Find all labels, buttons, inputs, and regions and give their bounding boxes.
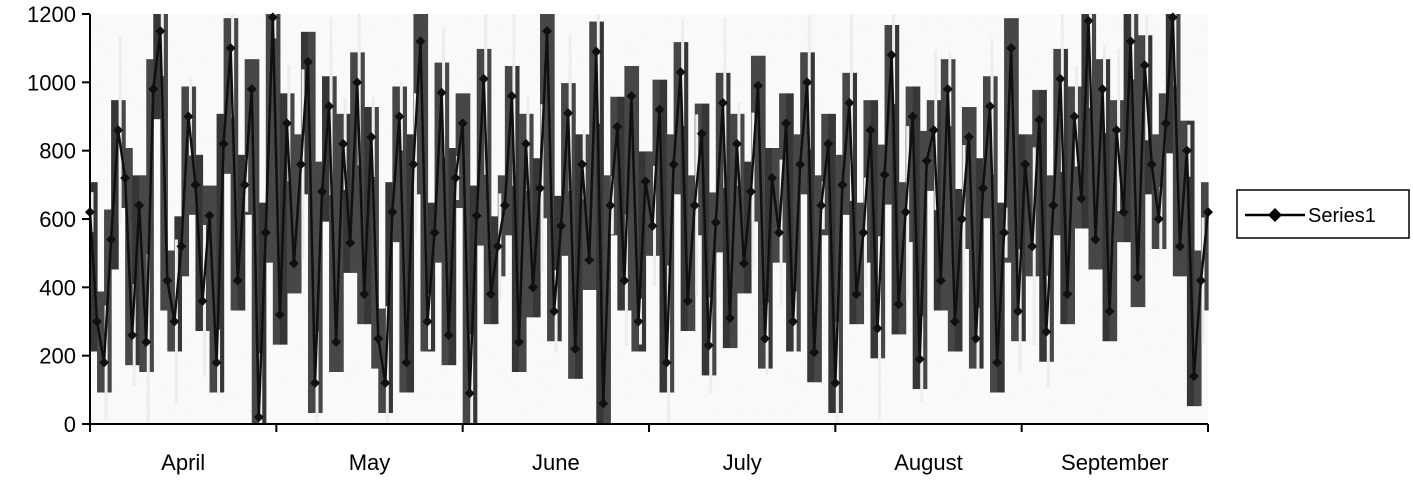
y-tick-label: 600 [39,207,76,232]
y-tick-label: 200 [39,344,76,369]
y-axis-ticks: 0 200 400 600 800 1000 1200 [27,2,90,437]
x-axis-ticks: April May June July August September [89,424,1209,475]
x-tick-label-may: May [349,450,391,475]
x-tick-label-july: July [723,450,762,475]
y-tick-label: 1200 [27,2,76,27]
plot-noise-overlay [90,14,1208,424]
x-tick-label-april: April [161,450,205,475]
legend-diamond-marker [1268,208,1282,222]
y-tick-label: 400 [39,275,76,300]
y-tick-label: 0 [64,412,76,437]
x-tick-label-august: August [894,450,963,475]
x-tick-label-june: June [532,450,580,475]
x-tick-label-september: September [1061,450,1169,475]
legend-series-label: Series1 [1308,205,1376,227]
y-tick-label: 1000 [27,70,76,95]
legend: Series1 [1236,189,1410,239]
y-tick-label: 800 [39,139,76,164]
